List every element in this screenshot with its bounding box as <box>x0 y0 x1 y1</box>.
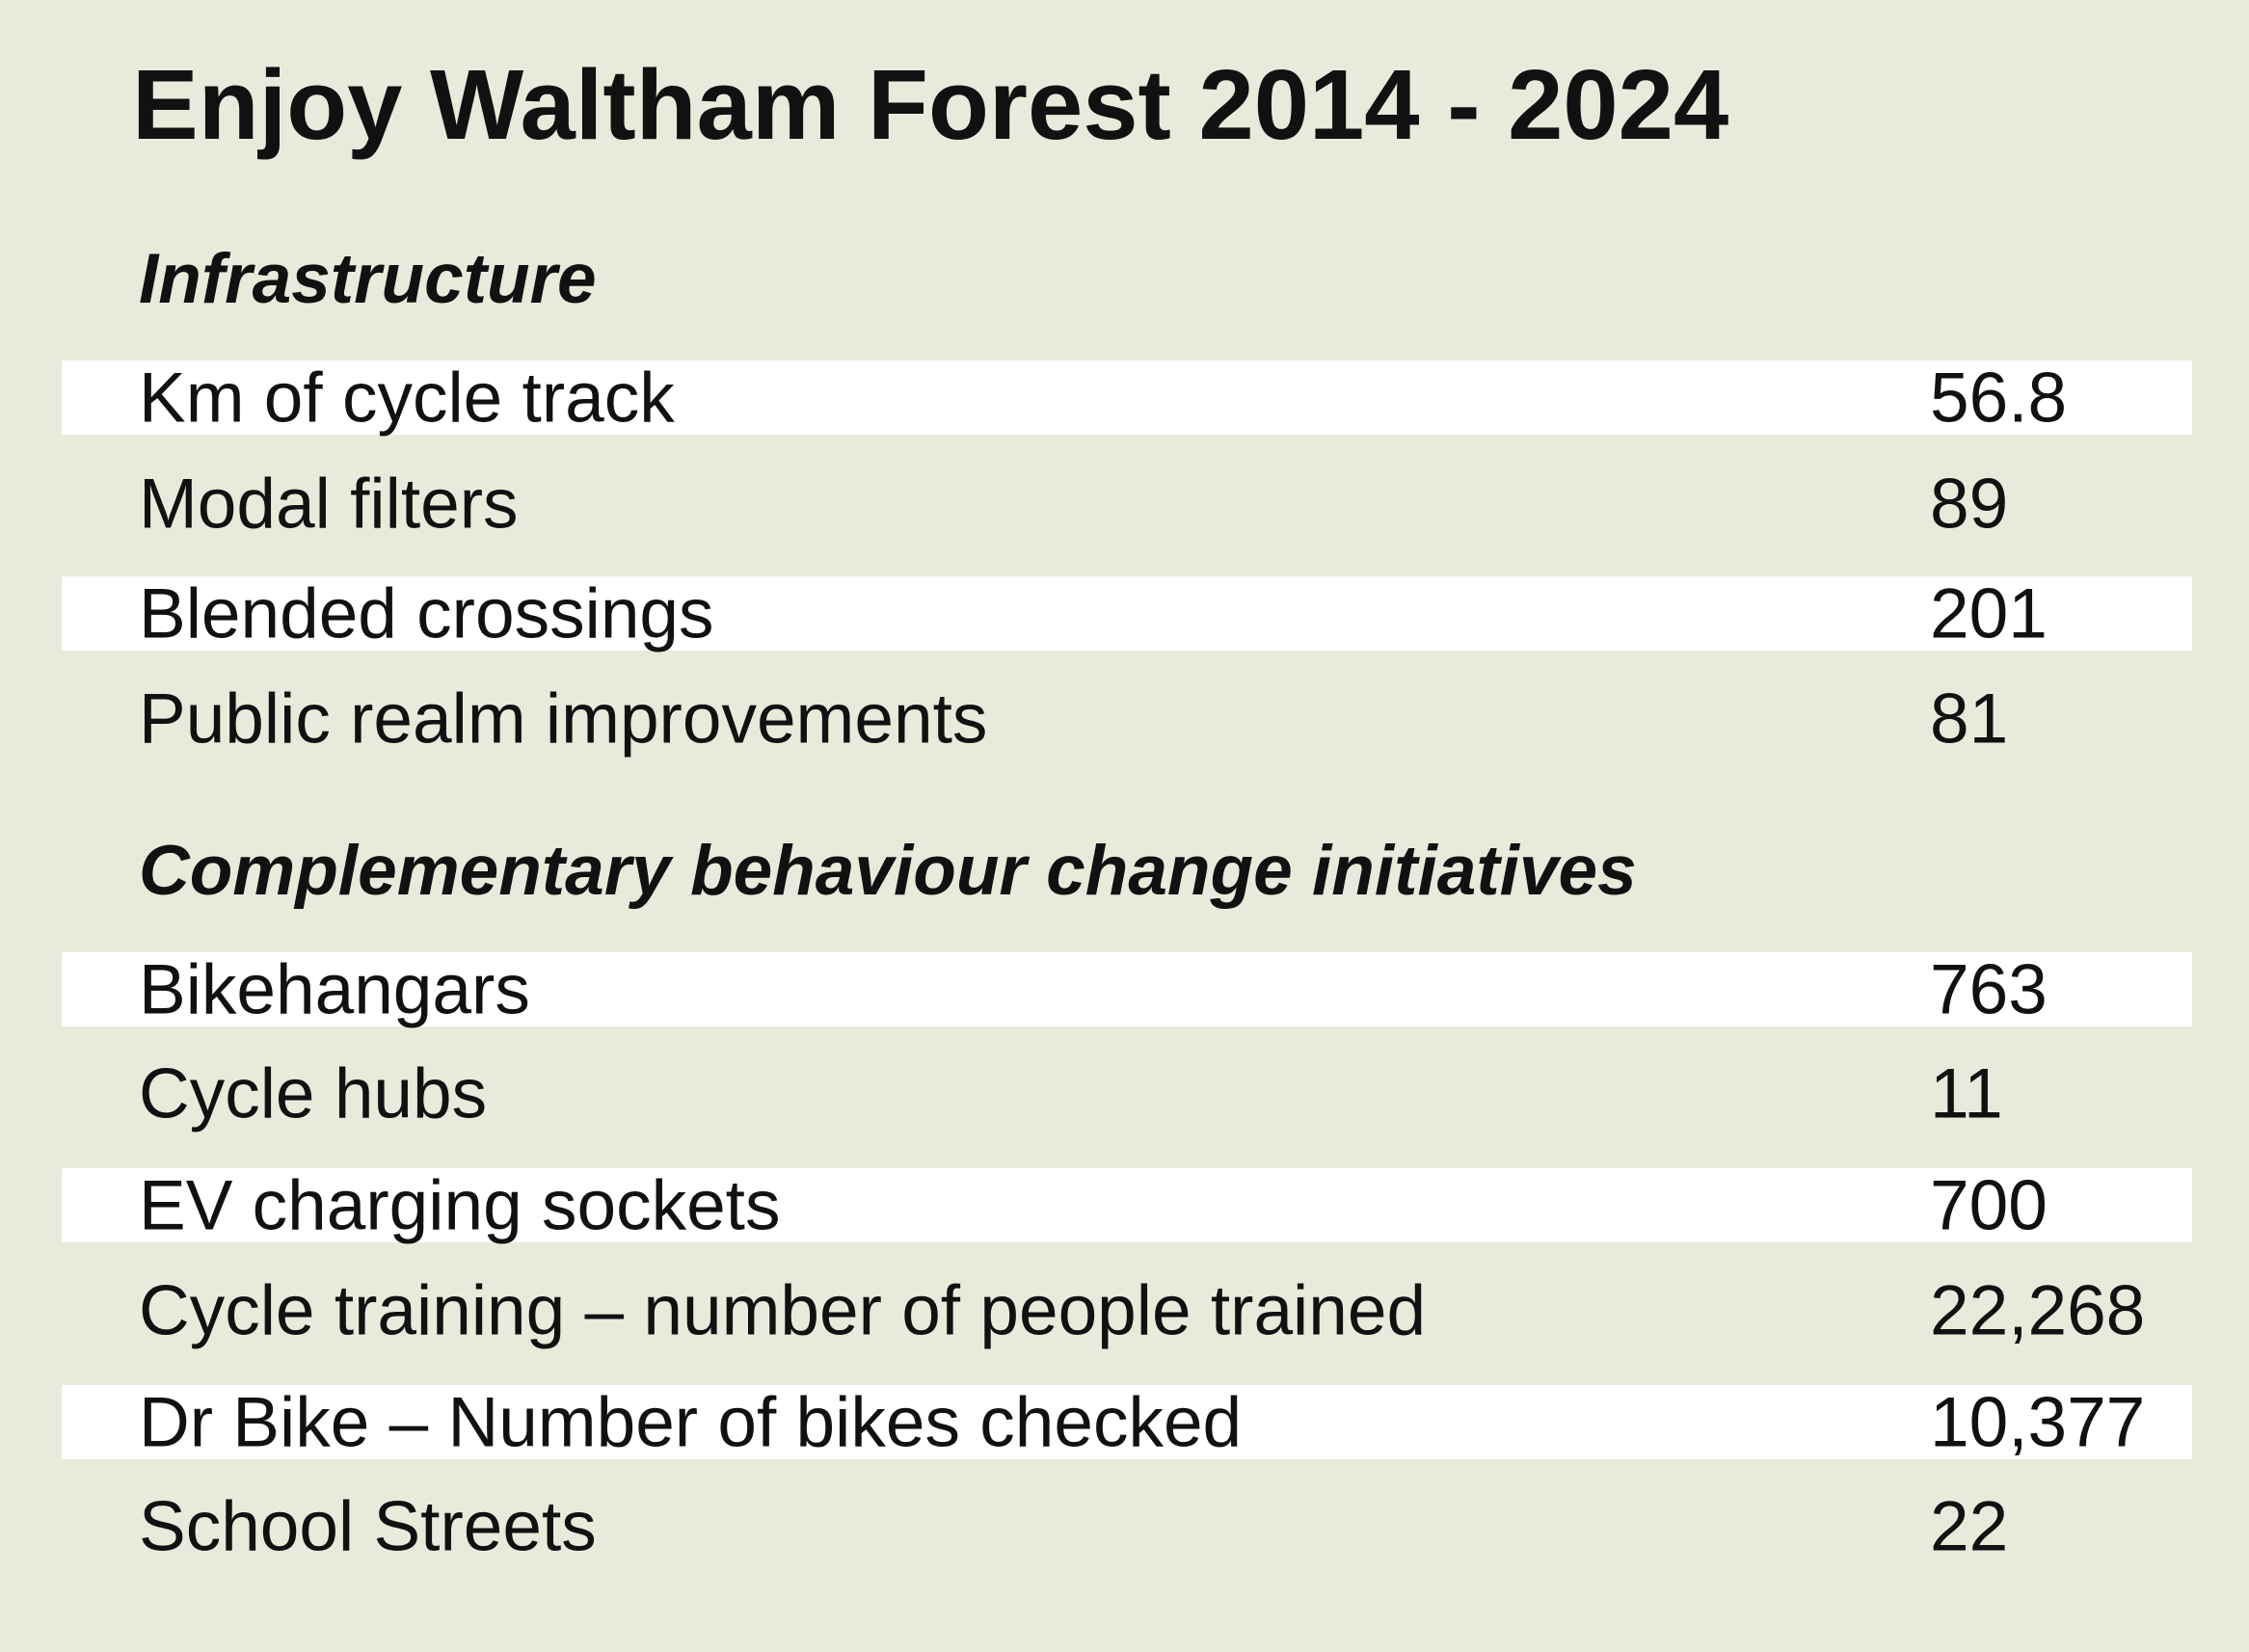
row-value: 11 <box>1930 1054 2003 1132</box>
row-value: 22,268 <box>1930 1271 2146 1349</box>
row-label: EV charging sockets <box>139 1166 781 1244</box>
page-title: Enjoy Waltham Forest 2014 - 2024 <box>132 49 1729 160</box>
row-value: 10,377 <box>1930 1383 2146 1461</box>
row-label: Cycle hubs <box>139 1054 488 1132</box>
row-value: 56.8 <box>1930 359 2068 437</box>
row-value: 81 <box>1930 679 2009 758</box>
section-heading-behaviour-change: Complementary behaviour change initiativ… <box>139 832 1637 910</box>
table-row: Dr Bike – Number of bikes checked 10,377 <box>62 1385 2192 1459</box>
row-label: Public realm improvements <box>139 679 988 758</box>
section-heading-infrastructure: Infrastructure <box>139 240 597 318</box>
row-value: 763 <box>1930 950 2048 1028</box>
row-value: 89 <box>1930 465 2009 543</box>
row-label: Modal filters <box>139 465 519 543</box>
table-row: Modal filters 89 <box>62 466 2192 541</box>
table-row: Km of cycle track 56.8 <box>62 360 2192 435</box>
table-row: Cycle hubs 11 <box>62 1056 2192 1131</box>
row-label: Km of cycle track <box>139 359 675 437</box>
row-value: 700 <box>1930 1166 2048 1244</box>
row-label: Dr Bike – Number of bikes checked <box>139 1383 1243 1461</box>
table-row: Public realm improvements 81 <box>62 681 2192 756</box>
row-value: 22 <box>1930 1487 2009 1565</box>
table-row: Cycle training – number of people traine… <box>62 1273 2192 1347</box>
row-label: Cycle training – number of people traine… <box>139 1271 1427 1349</box>
table-row: EV charging sockets 700 <box>62 1168 2192 1242</box>
row-label: School Streets <box>139 1487 597 1565</box>
row-value: 201 <box>1930 574 2048 653</box>
row-label: Bikehangars <box>139 950 530 1028</box>
table-row: School Streets 22 <box>62 1489 2192 1563</box>
table-row: Blended crossings 201 <box>62 576 2192 651</box>
row-label: Blended crossings <box>139 574 714 653</box>
table-row: Bikehangars 763 <box>62 952 2192 1026</box>
